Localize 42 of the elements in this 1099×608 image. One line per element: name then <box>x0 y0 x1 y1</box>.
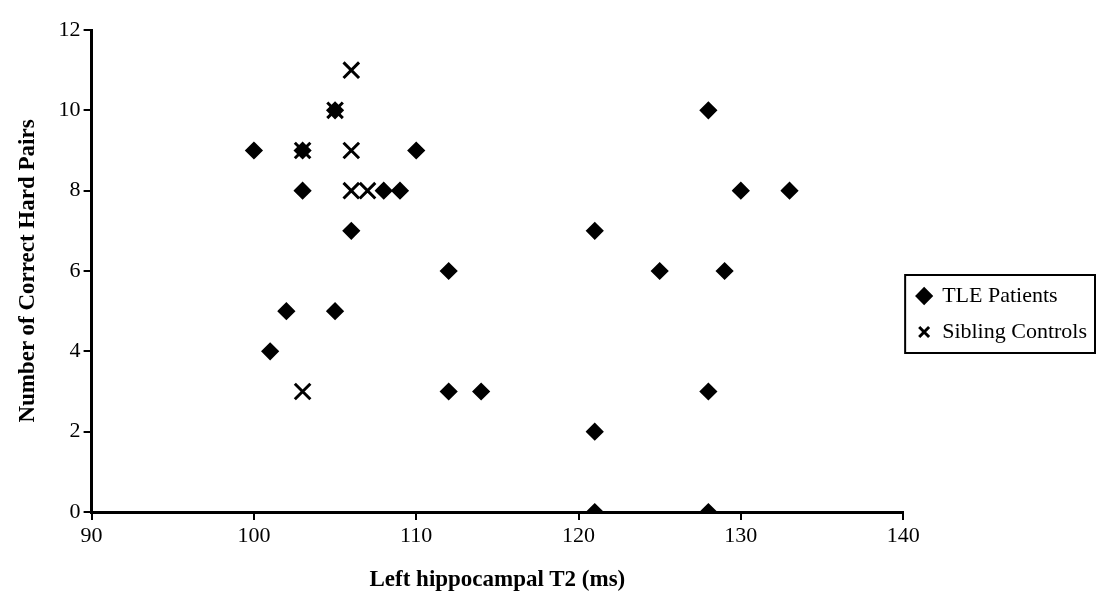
y-tick-label: 12 <box>58 15 81 41</box>
point <box>732 182 750 200</box>
y-tick-label: 8 <box>69 176 81 202</box>
x-tick-label: 130 <box>724 521 758 547</box>
point <box>586 222 604 240</box>
point <box>651 262 669 280</box>
point <box>342 181 361 200</box>
point <box>391 182 409 200</box>
y-tick-label: 6 <box>69 256 81 282</box>
x-tick-label: 140 <box>886 521 920 547</box>
point <box>261 342 279 360</box>
point <box>245 142 263 159</box>
point <box>342 222 360 240</box>
point <box>375 182 393 200</box>
y-tick-label: 4 <box>69 337 81 363</box>
point <box>472 383 490 400</box>
point <box>699 383 717 400</box>
point <box>277 302 295 320</box>
point <box>440 262 458 280</box>
point <box>440 383 458 400</box>
point <box>326 302 344 320</box>
x-axis-title: Left hippocampal T2 (ms) <box>369 566 626 592</box>
y-axis-title: Number of Correct Hard Pairs <box>13 119 39 423</box>
legend-label: TLE Patients <box>942 281 1058 307</box>
x-tick-label: 90 <box>80 521 103 547</box>
point <box>781 182 799 200</box>
y-tick-label: 0 <box>69 497 81 523</box>
point <box>342 141 361 160</box>
x-tick-label: 120 <box>562 521 596 547</box>
point <box>699 101 717 119</box>
point <box>342 60 361 80</box>
point <box>716 262 734 280</box>
point <box>294 182 312 200</box>
point <box>293 382 312 401</box>
legend-label: Sibling Controls <box>942 317 1087 343</box>
x-tick-label: 110 <box>400 521 433 547</box>
point <box>358 181 377 200</box>
y-tick-label: 2 <box>69 417 81 443</box>
x-tick-label: 100 <box>237 521 271 547</box>
y-tick-label: 10 <box>58 96 81 122</box>
point <box>407 142 425 159</box>
point <box>586 423 604 441</box>
